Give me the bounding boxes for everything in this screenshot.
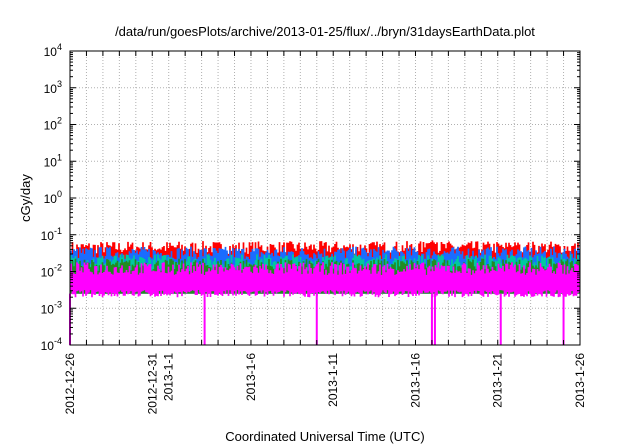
x-axis-label: Coordinated Universal Time (UTC) [225, 429, 424, 444]
y-tick-label: 10-3 [41, 299, 62, 316]
y-tick-label: 102 [44, 116, 62, 133]
x-tick-label: 2013-1-11 [326, 353, 340, 407]
x-tick-label: 2013-1-16 [408, 353, 422, 408]
x-tick-label: 2013-1-1 [162, 353, 176, 401]
y-tick-label: 103 [44, 79, 62, 96]
x-tick-label: 2012-12-26 [63, 353, 77, 415]
x-tick-label: 2013-1-21 [491, 353, 505, 408]
data-layer [69, 240, 581, 345]
chart-title: /data/run/goesPlots/archive/2013-01-25/f… [115, 24, 535, 39]
x-tick-label: 2013-1-26 [573, 353, 587, 408]
x-axis: 2012-12-26 2012-12-31 2013-1-1 2013-1-6 2013… [63, 51, 587, 414]
y-tick-label: 101 [44, 152, 62, 169]
y-axis-label: cGy/day [18, 174, 33, 222]
y-tick-label: 10-4 [41, 336, 62, 353]
y-tick-label: 10-2 [41, 263, 62, 280]
y-tick-label: 104 [44, 42, 62, 59]
x-tick-label: 2013-1-6 [244, 353, 258, 401]
y-tick-label: 100 [44, 189, 62, 206]
y-tick-label: 10-1 [41, 226, 62, 243]
grid [70, 51, 580, 345]
y-axis: 10-4 10-3 10-2 10-1 100 101 102 103 104 [41, 42, 580, 353]
x-tick-label: 2012-12-31 [145, 353, 159, 415]
